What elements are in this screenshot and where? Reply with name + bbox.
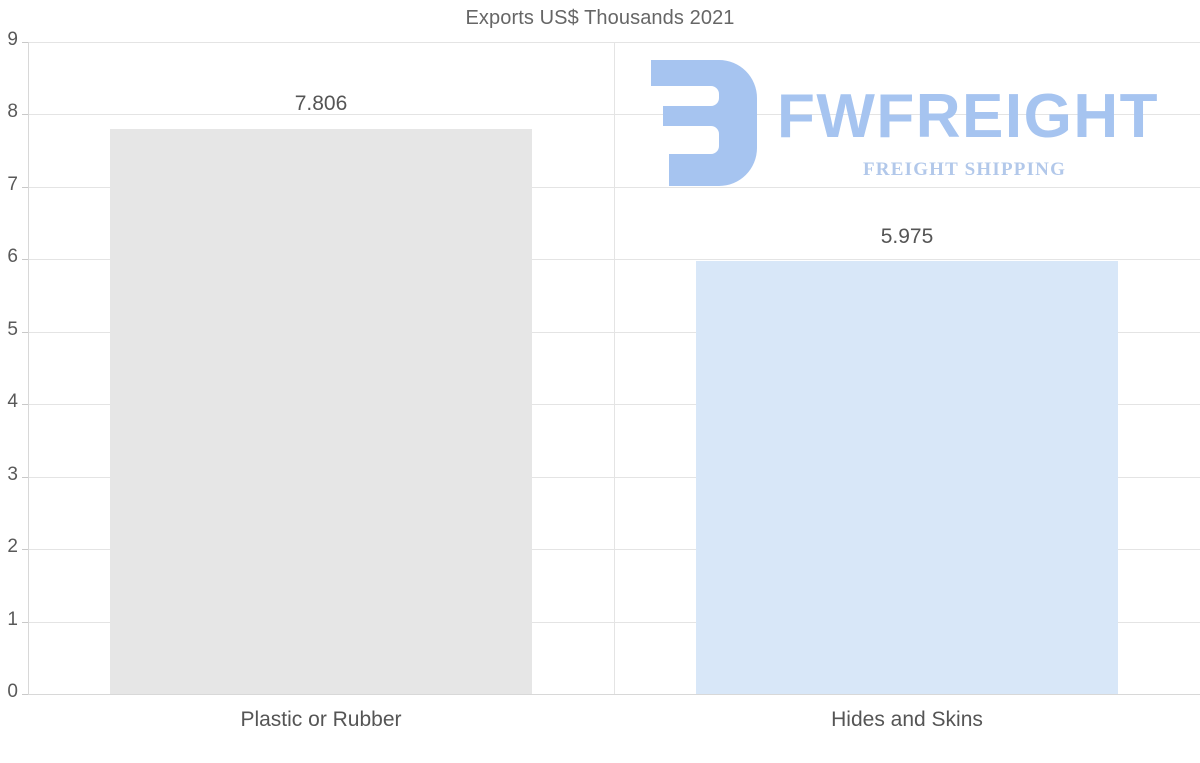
y-axis-tick (22, 476, 28, 478)
y-axis-line (28, 42, 29, 695)
y-axis-tick-label: 8 (7, 101, 18, 123)
y-axis-tick-label: 0 (7, 681, 18, 702)
y-axis-tick (22, 621, 28, 623)
y-axis-tick-label: 4 (7, 391, 18, 413)
y-axis-tick-label: 2 (7, 536, 18, 558)
chart-title: Exports US$ Thousands 2021 (465, 7, 735, 29)
y-axis-tick-label: 6 (7, 246, 18, 268)
y-axis-tick-label: 3 (7, 463, 18, 485)
gridline-vertical (614, 42, 615, 694)
bar-value-label: 7.806 (294, 92, 348, 116)
y-axis-tick (22, 42, 28, 43)
y-axis-tick (22, 694, 28, 695)
y-axis-tick (22, 331, 28, 333)
y-axis-tick (22, 404, 28, 406)
y-axis-tick (22, 259, 28, 261)
x-axis-category-label: Plastic or Rubber (240, 708, 402, 731)
y-axis-tick (22, 114, 28, 116)
bar-value-label: 5.975 (880, 225, 934, 249)
bar[interactable] (110, 128, 532, 694)
y-axis-tick-label: 5 (7, 318, 18, 340)
plot-area (28, 42, 1200, 695)
y-axis-tick-label: 7 (7, 173, 18, 195)
x-axis-category-label: Hides and Skins (831, 708, 983, 731)
x-axis-line (28, 694, 1200, 695)
y-axis-tick (22, 186, 28, 188)
y-axis-tick-label: 9 (7, 29, 18, 50)
y-axis-tick-label: 1 (7, 608, 18, 630)
bar[interactable] (696, 261, 1118, 694)
y-axis-tick (22, 549, 28, 551)
